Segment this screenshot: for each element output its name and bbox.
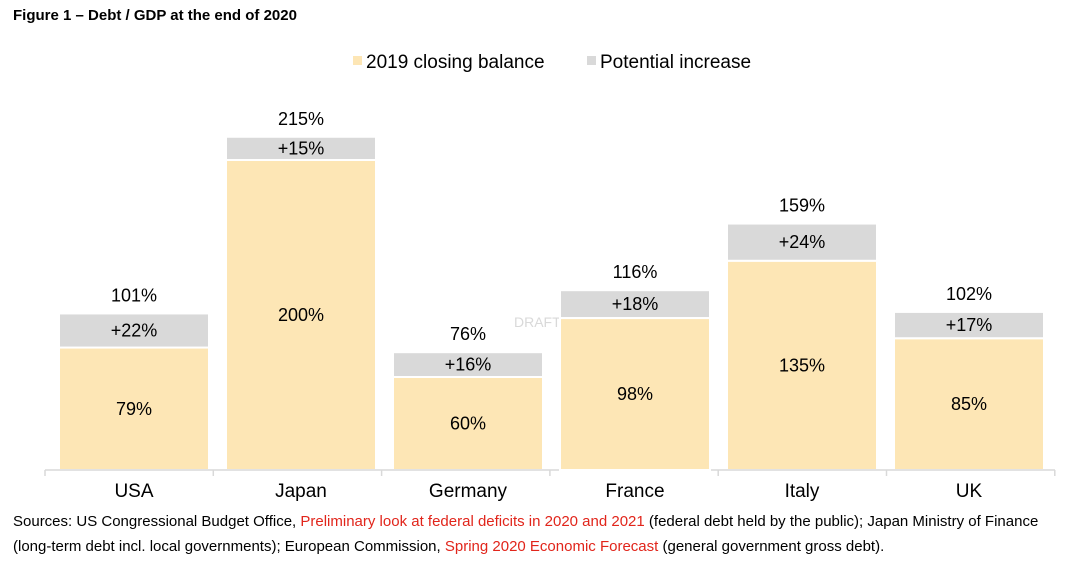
label-2019-germany: 60% xyxy=(450,414,486,434)
label-total-japan: 215% xyxy=(278,109,324,129)
bar-increase-uk xyxy=(893,310,1045,340)
bar-2019-usa xyxy=(58,346,210,471)
bar-increase-usa xyxy=(58,312,210,349)
cbo-report-link[interactable]: Preliminary look at federal deficits in … xyxy=(300,513,645,530)
category-label-usa: USA xyxy=(114,481,153,502)
label-2019-uk: 85% xyxy=(951,394,987,414)
figure-title: Figure 1 – Debt / GDP at the end of 2020 xyxy=(13,7,297,24)
category-label-uk: UK xyxy=(956,481,983,502)
label-2019-usa: 79% xyxy=(116,399,152,419)
label-increase-germany: +16% xyxy=(445,355,492,375)
label-2019-france-overlay: 98% xyxy=(617,384,653,404)
label-increase-france-overlay: +18% xyxy=(612,294,659,314)
legend-swatch-2019 xyxy=(353,56,362,65)
bar-2019-italy xyxy=(726,259,878,471)
legend-swatch-increase xyxy=(587,56,596,65)
label-total-germany: 76% xyxy=(450,324,486,344)
legend-label-2019: 2019 closing balance xyxy=(366,52,545,73)
bar-2019-uk xyxy=(893,337,1045,471)
ec-forecast-link[interactable]: Spring 2020 Economic Forecast xyxy=(444,538,659,555)
label-increase-usa: +22% xyxy=(111,321,158,341)
label-increase-japan: +15% xyxy=(278,138,325,158)
bar-increase-japan xyxy=(225,135,377,161)
label-total-uk: 102% xyxy=(946,284,992,304)
sources-middle: (federal debt held by the public); Japan… xyxy=(13,513,1039,555)
sources-note: Sources: US Congressional Budget Office,… xyxy=(13,509,1071,559)
sources-prefix: Sources: US Congressional Budget Office, xyxy=(13,513,301,530)
category-label-japan: Japan xyxy=(275,481,327,502)
label-2019-italy: 135% xyxy=(779,355,825,375)
label-increase-uk: +17% xyxy=(946,315,993,335)
label-total-italy: 159% xyxy=(779,196,825,216)
sources-suffix: (general government gross debt). xyxy=(658,538,885,555)
category-label-germany: Germany xyxy=(429,481,508,502)
bar-increase-germany xyxy=(392,351,544,379)
bar-increase-italy xyxy=(726,222,878,262)
label-2019-japan: 200% xyxy=(278,305,324,325)
label-total-usa: 101% xyxy=(111,285,157,305)
category-label-italy: Italy xyxy=(785,481,820,502)
category-label-france: France xyxy=(605,481,664,502)
bar-2019-japan xyxy=(225,159,377,471)
bar-increase-france-overlay xyxy=(559,289,711,320)
draft-watermark: DRAFT xyxy=(514,314,561,330)
label-increase-italy: +24% xyxy=(779,232,826,252)
label-total-france: 116% xyxy=(613,262,658,282)
bar-2019-france-overlay xyxy=(559,317,711,471)
legend-label-increase: Potential increase xyxy=(600,52,751,73)
